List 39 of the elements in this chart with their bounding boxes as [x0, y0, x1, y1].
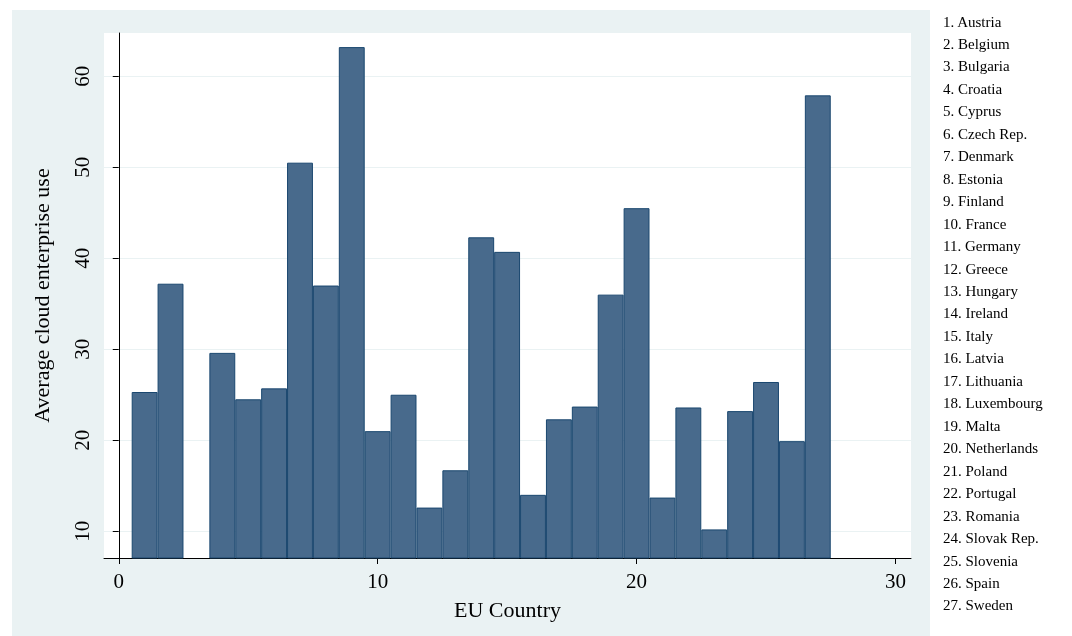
x-axis-title: EU Country	[454, 596, 561, 622]
y-axis-title: Average cloud enterprise use	[28, 168, 54, 423]
text: 26. Spain	[943, 575, 1001, 591]
text: 9. Finland	[943, 193, 1005, 210]
text: 13. Hungary	[943, 283, 1019, 300]
y-tick-label: 30	[69, 338, 94, 360]
text: 15. Italy	[943, 327, 994, 344]
y-tick-label: 50	[69, 156, 94, 178]
x-tick-label: 20	[626, 568, 648, 593]
text: 8. Estonia	[943, 170, 1004, 187]
x-tick-label: 0	[113, 568, 125, 593]
text: 19. Malta	[943, 417, 1001, 434]
text: 25. Slovenia	[943, 552, 1019, 569]
text: 6. Czech Rep.	[943, 125, 1028, 142]
text: 18. Luxembourg	[943, 395, 1044, 412]
text: 16. Latvia	[943, 350, 1005, 367]
text: 23. Romania	[943, 507, 1020, 524]
y-tick-label: 60	[69, 65, 94, 87]
y-tick-label: 20	[69, 429, 94, 451]
x-tick-label: 10	[367, 568, 389, 593]
text: 7. Denmark	[943, 148, 1015, 165]
text: 22. Portugal	[943, 485, 1017, 502]
text: 1. Austria	[943, 13, 1002, 30]
text: 11. Germany	[943, 238, 1022, 255]
text: 5. Cyprus	[943, 103, 1002, 120]
text: 2. Belgium	[943, 35, 1010, 52]
text: 20. Netherlands	[943, 440, 1039, 457]
text: 4. Croatia	[943, 80, 1003, 97]
text: 14. Ireland	[943, 305, 1009, 322]
text: 24. Slovak Rep.	[943, 530, 1039, 547]
text: 10. France	[943, 215, 1007, 232]
y-tick-label: 40	[69, 247, 94, 269]
text: 21. Poland	[943, 462, 1008, 479]
y-tick-label: 10	[69, 520, 94, 542]
text: 17. Lithuania	[943, 372, 1024, 389]
text: 12. Greece	[943, 260, 1009, 277]
text: 3. Bulgaria	[943, 58, 1010, 75]
text: 27. Sweden	[943, 597, 1014, 614]
x-tick-label: 30	[884, 568, 906, 593]
